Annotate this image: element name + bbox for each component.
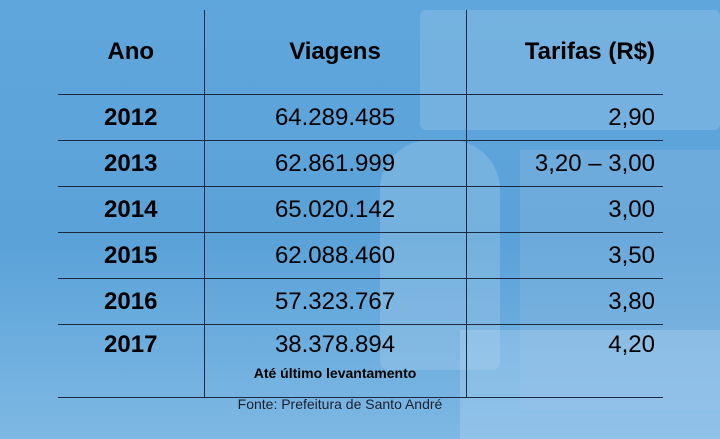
table-row: 2015 62.088.460 3,50 xyxy=(58,232,663,279)
header-tarifas: Tarifas (R$) xyxy=(466,10,663,95)
source-caption: Fonte: Prefeitura de Santo André xyxy=(237,396,443,412)
cell-note: Até último levantamento xyxy=(253,365,417,381)
header-viagens: Viagens xyxy=(204,10,467,95)
table-row: 2012 64.289.485 2,90 xyxy=(58,94,663,141)
cell-viagens: 62.861.999 xyxy=(204,140,467,187)
table-header-row: Ano Viagens Tarifas (R$) xyxy=(58,10,663,95)
cell-tarifa: 3,80 xyxy=(466,278,663,325)
cell-tarifa: 3,20 – 3,00 xyxy=(466,140,663,187)
table-row: 2013 62.861.999 3,20 – 3,00 xyxy=(58,140,663,187)
cell-viagens: 57.323.767 xyxy=(204,278,467,325)
cell-viagens: 62.088.460 xyxy=(204,232,467,279)
table-row: 2017 38.378.894 Até último levantamento … xyxy=(58,324,663,398)
cell-viagens: 38.378.894 xyxy=(274,331,396,358)
cell-tarifa: 3,50 xyxy=(466,232,663,279)
cell-ano: 2012 xyxy=(58,94,205,141)
cell-tarifa: 2,90 xyxy=(466,94,663,141)
cell-ano: 2017 xyxy=(58,324,205,398)
header-ano: Ano xyxy=(58,10,205,95)
table-row: 2014 65.020.142 3,00 xyxy=(58,186,663,233)
cell-ano: 2013 xyxy=(58,140,205,187)
cell-viagens-with-note: 38.378.894 Até último levantamento xyxy=(204,324,467,398)
table-row: 2016 57.323.767 3,80 xyxy=(58,278,663,325)
cell-viagens: 65.020.142 xyxy=(204,186,467,233)
cell-tarifa: 3,00 xyxy=(466,186,663,233)
cell-tarifa: 4,20 xyxy=(466,324,663,398)
cell-viagens: 64.289.485 xyxy=(204,94,467,141)
cell-ano: 2014 xyxy=(58,186,205,233)
cell-ano: 2016 xyxy=(58,278,205,325)
cell-ano: 2015 xyxy=(58,232,205,279)
ridership-table: Ano Viagens Tarifas (R$) 2012 64.289.485… xyxy=(58,10,663,398)
